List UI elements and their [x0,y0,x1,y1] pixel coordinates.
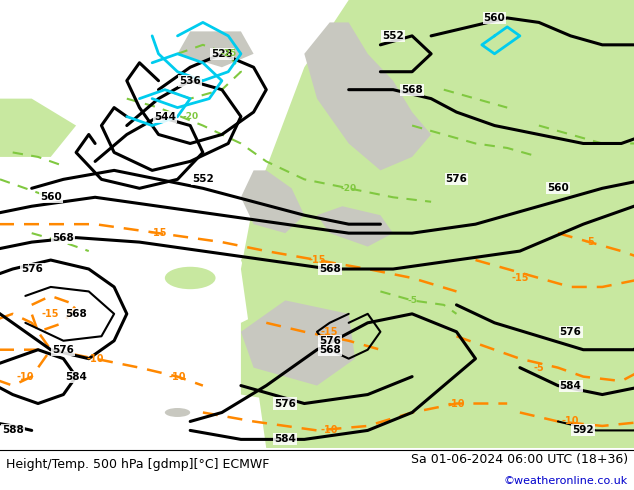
Text: 552: 552 [192,174,214,184]
Text: -20: -20 [182,112,198,121]
Text: -5: -5 [534,363,544,373]
Text: 592: 592 [573,425,594,436]
Text: ©weatheronline.co.uk: ©weatheronline.co.uk [503,476,628,486]
Text: 576: 576 [53,344,74,355]
Polygon shape [241,300,355,386]
Text: -10: -10 [321,425,339,436]
Text: Sa 01-06-2024 06:00 UTC (18+36): Sa 01-06-2024 06:00 UTC (18+36) [411,453,628,466]
Text: 568: 568 [65,309,87,319]
Text: 576: 576 [319,336,340,346]
Text: 560: 560 [484,13,505,23]
Text: 576: 576 [560,327,581,337]
Polygon shape [241,0,634,448]
Text: -10: -10 [169,371,186,382]
Text: -15: -15 [150,228,167,238]
Text: 528: 528 [211,49,233,59]
Text: Height/Temp. 500 hPa [gdmp][°C] ECMWF: Height/Temp. 500 hPa [gdmp][°C] ECMWF [6,458,269,471]
Text: 584: 584 [560,381,581,391]
Text: 584: 584 [275,434,296,444]
Text: -25: -25 [220,49,236,58]
Text: 544: 544 [154,112,176,122]
Text: -15: -15 [42,309,60,319]
Text: -20: -20 [340,184,357,193]
Text: -5: -5 [407,296,417,305]
Text: -10: -10 [16,371,34,382]
Polygon shape [241,171,507,350]
Text: 568: 568 [319,344,340,355]
Text: -5: -5 [585,237,595,247]
Ellipse shape [165,408,190,417]
Text: -10: -10 [448,398,465,409]
Ellipse shape [165,267,216,289]
Text: -15: -15 [321,327,339,337]
Text: 568: 568 [319,264,340,274]
Polygon shape [558,0,634,81]
Polygon shape [317,23,507,125]
Polygon shape [178,31,254,67]
Polygon shape [241,171,304,233]
Text: 552: 552 [382,31,404,41]
Polygon shape [304,23,431,171]
Text: -10: -10 [86,354,104,364]
Text: -15: -15 [308,255,326,265]
Text: 576: 576 [275,398,296,409]
Text: -15: -15 [511,273,529,283]
Text: 584: 584 [65,371,87,382]
Polygon shape [0,98,76,157]
Text: -10: -10 [562,416,579,426]
Polygon shape [317,206,393,246]
Polygon shape [241,292,393,413]
Text: 576: 576 [446,174,467,184]
Text: 568: 568 [53,233,74,243]
Text: 560: 560 [547,183,569,194]
Text: 560: 560 [40,192,61,202]
Text: 588: 588 [2,425,23,436]
Text: 536: 536 [179,75,201,86]
Text: 568: 568 [401,85,423,95]
Text: 576: 576 [21,264,42,274]
